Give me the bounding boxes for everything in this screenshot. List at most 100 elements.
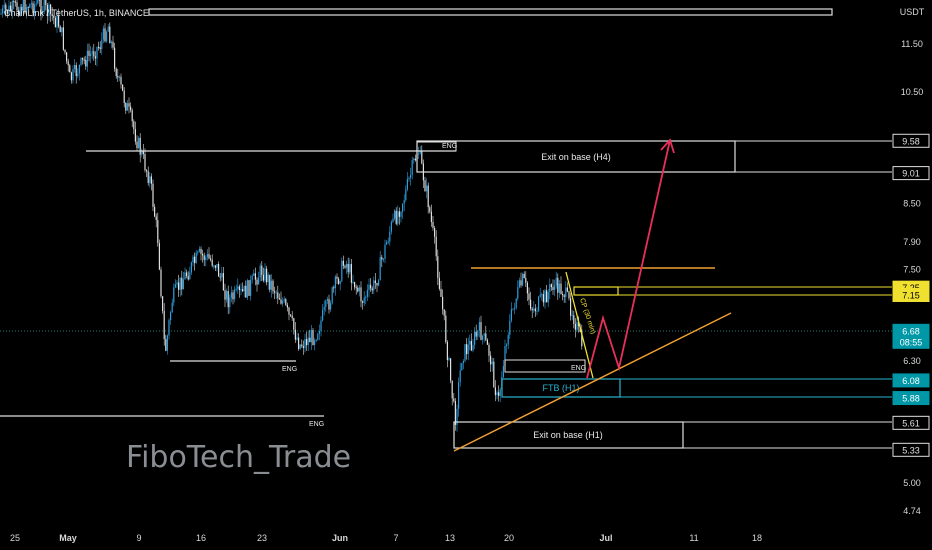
candle-body (123, 90, 125, 103)
x-tick-label: 18 (752, 533, 762, 543)
candle-body (334, 276, 336, 289)
price-tag (892, 287, 930, 302)
price-tag-label: 6.08 (902, 376, 920, 386)
candle-body (438, 277, 440, 289)
candle-body (456, 408, 458, 425)
candle-body (141, 151, 143, 155)
candle-body (446, 342, 448, 360)
candle-body (378, 280, 380, 286)
price-axis[interactable]: USDT 11.50 10.50 8.50 7.90 7.50 6.30 5.00 4.74 (900, 7, 925, 516)
price-tag-label: 9.58 (902, 136, 920, 146)
candle-body (517, 287, 519, 299)
candle-body (442, 296, 444, 310)
candle-body (518, 280, 520, 288)
candle-body (142, 151, 144, 155)
candle-body (131, 110, 133, 122)
candle-body (350, 264, 352, 283)
candle-body (562, 293, 564, 296)
zone-exit-on-base-h4[interactable] (416, 140, 736, 173)
candle-body (576, 321, 578, 330)
candle-body (250, 279, 252, 296)
candle-body (99, 47, 101, 50)
candle-body (56, 15, 58, 28)
candle-body (128, 103, 130, 107)
candle-body (437, 256, 439, 278)
watermark: FiboTech_Trade (126, 440, 351, 475)
candle-body (331, 287, 333, 304)
candle-body (106, 31, 108, 42)
candle-body (298, 337, 300, 349)
candle-body (451, 380, 453, 399)
candle-body (168, 320, 170, 336)
candle-body (560, 283, 562, 294)
x-tick-label: 11 (689, 533, 698, 543)
candle-body (338, 278, 340, 284)
candle-body (259, 265, 261, 278)
candle-body (427, 185, 429, 208)
candle-body (381, 257, 383, 260)
projection-arrowhead (660, 138, 675, 154)
candle-body (230, 292, 232, 298)
candle-body (533, 308, 535, 311)
candle-body (114, 47, 116, 69)
candle-body (405, 189, 407, 201)
zone-exit-on-base-h1[interactable] (453, 421, 684, 449)
candle-body (274, 291, 276, 293)
candle-body (509, 320, 511, 335)
price-tag-label: 5.33 (902, 445, 920, 455)
candle-body (182, 279, 184, 290)
candle-body (389, 231, 391, 242)
candle-body (216, 263, 218, 268)
candle-body (248, 280, 250, 296)
candle-body (208, 254, 210, 259)
candle-body (29, 4, 31, 8)
candle-body (406, 179, 408, 190)
x-tick-label: 25 (10, 533, 20, 543)
candle-body (310, 330, 312, 343)
candle-body (270, 280, 272, 290)
candle-body (358, 287, 360, 292)
candle-body (171, 302, 173, 313)
candle-body (448, 358, 450, 360)
candle-body (342, 260, 344, 266)
candle-body (434, 227, 436, 237)
candle-body (194, 256, 196, 264)
candle-body (330, 303, 332, 310)
candle-body (90, 53, 92, 56)
candle-body (170, 312, 172, 321)
candle-body (510, 309, 512, 321)
candle-body (469, 340, 471, 345)
candle-body (59, 26, 61, 33)
candle-body (19, 6, 21, 16)
candle-body (152, 183, 154, 207)
candle-body (266, 268, 268, 283)
candle-body (488, 344, 490, 356)
candle-body (50, 4, 52, 15)
candle-body (80, 57, 82, 65)
price-tags: 9.589.017.257.156.6808:556.085.885.615.3… (892, 133, 930, 457)
candle-body (435, 236, 437, 257)
candle-body (24, 0, 26, 13)
candle-body (512, 308, 514, 310)
y-tick-label: 8.50 (903, 198, 921, 208)
eng-label-4: ENG (571, 365, 586, 372)
candle-body (42, 11, 44, 14)
price-tag-label: 7.15 (902, 290, 920, 300)
candle-body (312, 330, 314, 346)
candle-body (74, 65, 76, 69)
candle-body (149, 176, 151, 183)
x-tick-label: 9 (136, 533, 141, 543)
y-tick-label: 5.00 (903, 478, 921, 488)
candle-body (370, 284, 372, 289)
candle-body (226, 291, 228, 300)
candle-body (139, 137, 141, 155)
symbol-title: ChainLink / TetherUS, 1h, BINANCE (4, 8, 149, 18)
y-tick-label: 10.50 (901, 87, 924, 97)
candle-body (262, 274, 264, 281)
time-axis[interactable]: 25 May 9 16 23 Jun 7 13 20 Jul 11 18 (10, 533, 762, 543)
candle-body (478, 322, 480, 331)
candle-body (304, 339, 306, 348)
candle-body (526, 282, 528, 294)
candle-body (10, 5, 12, 11)
